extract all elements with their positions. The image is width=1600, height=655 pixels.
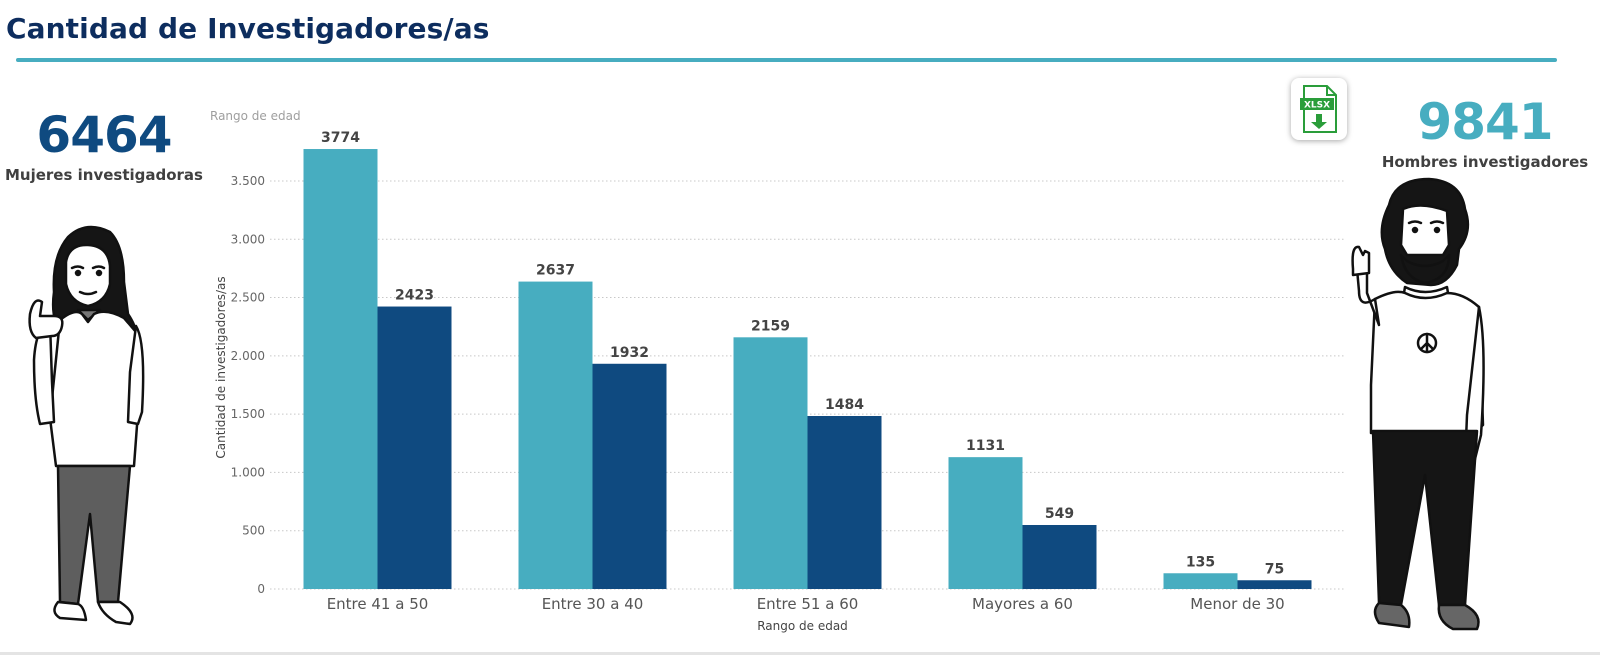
bar-data-label: 3774 — [321, 130, 360, 146]
bar-data-label: 549 — [1045, 506, 1074, 522]
export-xlsx-button[interactable]: XLSX — [1291, 78, 1347, 140]
kpi-men-value: 9841 — [1417, 93, 1553, 151]
y-tick-label: 3.500 — [231, 174, 265, 188]
footer-divider — [0, 652, 1600, 655]
x-category-label: Menor de 30 — [1190, 595, 1284, 613]
bar[interactable] — [377, 306, 452, 589]
x-category-label: Entre 51 a 60 — [757, 595, 859, 613]
y-tick-label: 2.000 — [231, 349, 265, 363]
y-tick-label: 2.500 — [231, 291, 265, 305]
bar[interactable] — [1237, 580, 1312, 589]
page-title: Cantidad de Investigadores/as — [6, 12, 490, 45]
bar-data-label: 2637 — [536, 263, 575, 279]
bar-data-label: 2423 — [395, 288, 434, 304]
data-labels: 3774 2423 2637 1932 2159 1484 1131 549 135 75 — [321, 130, 1284, 577]
bar-data-label: 1484 — [825, 397, 864, 413]
woman-illustration — [28, 225, 145, 626]
y-tick-label: 1.500 — [231, 407, 265, 421]
bar[interactable] — [948, 457, 1023, 589]
x-category-label: Mayores a 60 — [972, 595, 1073, 613]
bar-data-label: 1932 — [610, 345, 649, 361]
kpi-women-value: 6464 — [36, 106, 172, 164]
y-tick-label: 1.000 — [231, 465, 265, 479]
kpi-men-card: 9841 Hombres investigadores — [1380, 97, 1590, 171]
kpi-women-label: Mujeres investigadoras — [4, 166, 203, 184]
bar[interactable] — [807, 415, 882, 589]
bar-data-label: 1131 — [966, 438, 1005, 454]
x-axis-title: Rango de edad — [757, 619, 848, 633]
y-axis-title: Cantidad de investigadores/as — [214, 276, 228, 458]
legend-title: Rango de edad — [210, 109, 301, 123]
bar[interactable] — [733, 337, 808, 589]
bars — [303, 149, 1312, 589]
y-tick-label: 3.000 — [231, 232, 265, 246]
kpi-women-card: 6464 Mujeres investigadoras — [0, 110, 208, 184]
age-range-bar-chart: Rango de edad 0 500 1.000 1.500 2.000 2.500 3.… — [210, 109, 1345, 633]
bar-data-label: 135 — [1186, 554, 1215, 570]
bar[interactable] — [592, 363, 667, 589]
y-tick-label: 500 — [242, 524, 265, 538]
bar[interactable] — [1163, 573, 1238, 589]
xlsx-download-icon: XLSX — [1300, 85, 1337, 133]
bar-data-label: 2159 — [751, 318, 790, 334]
bar[interactable] — [303, 149, 378, 589]
y-axis-ticks: 0 500 1.000 1.500 2.000 2.500 3.000 3.500 — [231, 174, 265, 596]
man-illustration — [1351, 177, 1485, 631]
x-axis-categories: Entre 41 a 50 Entre 30 a 40 Entre 51 a 60 M… — [327, 595, 1285, 613]
x-category-label: Entre 30 a 40 — [542, 595, 644, 613]
title-underline — [16, 58, 1557, 62]
xlsx-text: XLSX — [1304, 101, 1330, 111]
bar-data-label: 75 — [1265, 561, 1284, 577]
x-category-label: Entre 41 a 50 — [327, 595, 429, 613]
bar[interactable] — [1022, 524, 1097, 589]
y-tick-label: 0 — [257, 582, 265, 596]
kpi-men-label: Hombres investigadores — [1381, 153, 1589, 171]
bar[interactable] — [518, 281, 593, 589]
